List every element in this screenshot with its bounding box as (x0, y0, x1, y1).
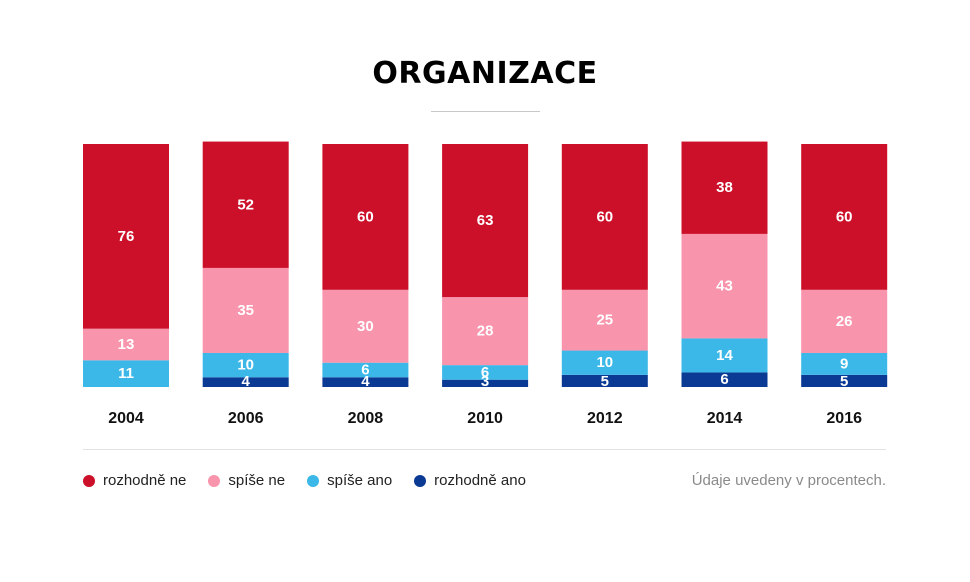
footer-divider (83, 449, 886, 450)
bar-segment (561, 350, 648, 375)
data-label: 52 (237, 196, 254, 213)
legend-swatch (414, 474, 427, 487)
x-tick-label: 2010 (467, 410, 503, 427)
data-label: 10 (596, 354, 613, 371)
bar-segment (83, 328, 169, 361)
data-label: 9 (840, 355, 848, 372)
legend-item-rozhodne-ano: rozhodně ano (414, 472, 526, 489)
chart-legend: rozhodně ne spíše ne spíše ano rozhodně … (83, 472, 548, 489)
bar-segment (442, 144, 529, 298)
data-label: 30 (357, 318, 374, 335)
data-label: 76 (118, 228, 135, 245)
bar-segment (322, 289, 409, 363)
data-label: 28 (477, 323, 494, 340)
data-label: 14 (716, 347, 733, 364)
legend-label: spíše ano (327, 472, 393, 489)
bar-segment (442, 365, 529, 380)
legend-label: spíše ne (228, 472, 286, 489)
stacked-bar-chart: 1113762004410355220064630602008362863201… (83, 141, 888, 427)
data-label: 60 (596, 208, 613, 225)
bar-segment (681, 233, 768, 339)
bar-segment (801, 144, 888, 290)
bar-segment (681, 372, 768, 387)
bar-segment (322, 144, 409, 290)
data-label: 26 (836, 313, 853, 330)
data-label: 6 (481, 364, 489, 381)
bar-segment (202, 352, 289, 378)
x-tick-label: 2004 (108, 410, 144, 427)
bar-segment (83, 144, 169, 329)
bar-segment (801, 374, 888, 387)
data-label: 3 (481, 373, 489, 390)
units-note: Údaje uvedeny v procentech. (691, 472, 886, 489)
data-label: 6 (361, 361, 369, 378)
data-label: 60 (357, 208, 374, 225)
legend-item-spise-ne: spíše ne (208, 472, 285, 489)
legend-swatch (307, 474, 320, 487)
x-tick-label: 2012 (587, 410, 623, 427)
data-label: 38 (716, 179, 733, 196)
x-tick-label: 2008 (348, 410, 384, 427)
data-label: 60 (836, 208, 853, 225)
data-label: 6 (720, 371, 728, 388)
data-label: 43 (716, 278, 733, 295)
data-label: 25 (596, 312, 613, 329)
bar-segment (561, 289, 648, 351)
bar-segment (322, 377, 409, 387)
bar-segment (202, 141, 289, 268)
bar-segment (801, 289, 888, 353)
bar-segment (322, 362, 409, 378)
bar-segment (202, 377, 289, 387)
legend-item-rozhodne-ne: rozhodně ne (83, 472, 186, 489)
data-label: 5 (601, 373, 609, 390)
title-divider (431, 111, 540, 112)
bar-segment (561, 374, 648, 387)
bar-segment (561, 144, 648, 290)
bar-segment (202, 267, 289, 353)
data-label: 35 (237, 302, 254, 319)
data-label: 11 (118, 365, 134, 382)
data-label: 10 (237, 357, 254, 374)
bar-segment (83, 360, 169, 387)
legend-label: rozhodně ne (103, 472, 187, 489)
legend-item-spise-ano: spíše ano (307, 472, 392, 489)
x-tick-label: 2006 (228, 410, 264, 427)
data-label: 4 (361, 373, 370, 390)
legend-label: rozhodně ano (434, 472, 526, 489)
bar-segment (681, 141, 768, 234)
legend-swatch (83, 474, 95, 487)
bar-segment (681, 338, 768, 373)
x-tick-label: 2014 (707, 410, 743, 427)
data-label: 5 (840, 373, 848, 390)
bar-segment (442, 297, 529, 366)
bar-segment (801, 352, 888, 375)
data-label: 4 (242, 373, 251, 390)
chart-title: ORGANIZACE (372, 56, 598, 91)
bar-segment (442, 379, 529, 387)
data-label: 63 (477, 212, 494, 229)
legend-swatch (208, 474, 221, 487)
data-label: 13 (118, 336, 135, 353)
x-tick-label: 2016 (826, 410, 862, 427)
